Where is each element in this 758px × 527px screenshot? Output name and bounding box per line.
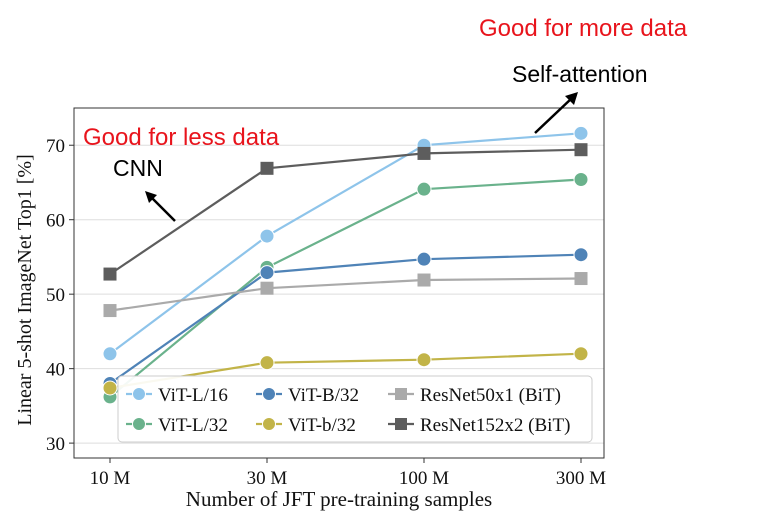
cnn-arrow-head xyxy=(145,191,157,203)
data-point-vit-l-32 xyxy=(416,181,432,197)
x-tick-label: 100 M xyxy=(399,468,449,489)
series-line-vit-b-32 xyxy=(109,253,582,385)
legend-marker xyxy=(132,417,146,431)
legend-marker xyxy=(262,417,276,431)
data-point-resnet50x1-bit xyxy=(417,273,431,287)
self-attention-arrow xyxy=(534,97,573,134)
series-line-resnet152x2-bit xyxy=(109,148,582,276)
legend-label: ViT-b/32 xyxy=(288,415,356,436)
legend-marker xyxy=(395,388,407,400)
legend-label: ViT-L/32 xyxy=(158,415,228,436)
annotation-more-data: Good for more data xyxy=(479,15,688,42)
y-tick-label: 70 xyxy=(46,136,65,157)
annotation-cnn: CNN xyxy=(113,155,163,181)
data-point-vit-b-32 xyxy=(573,346,589,362)
y-tick-label: 50 xyxy=(46,285,65,306)
data-point-vit-l-16 xyxy=(102,346,118,362)
x-tick-label: 300 M xyxy=(556,468,606,489)
legend-marker xyxy=(132,387,146,401)
data-point-vit-l-16 xyxy=(259,228,275,244)
data-point-resnet152x2-bit xyxy=(574,143,588,157)
y-tick-label: 40 xyxy=(46,360,65,381)
annotation-less-data: Good for less data xyxy=(83,124,280,151)
y-axis-ticks: 30 40 50 60 70 xyxy=(46,136,74,455)
legend-label: ResNet152x2 (BiT) xyxy=(420,415,570,436)
annotations: Good for less data CNN Good for more dat… xyxy=(83,15,688,222)
x-tick-label: 10 M xyxy=(90,468,131,489)
series-line-vit-l-32 xyxy=(109,178,582,398)
data-point-vit-l-16 xyxy=(573,125,589,141)
data-point-vit-l-32 xyxy=(573,171,589,187)
data-point-vit-b-32 xyxy=(102,380,118,396)
data-point-resnet50x1-bit xyxy=(260,281,274,295)
x-axis-ticks: 10 M 30 M 100 M 300 M xyxy=(90,458,606,489)
x-axis-label: Number of JFT pre-training samples xyxy=(186,487,492,511)
data-point-vit-b-32 xyxy=(259,355,275,371)
legend-box xyxy=(117,375,593,443)
grid-lines xyxy=(74,144,604,444)
legend-marker xyxy=(262,387,276,401)
annotation-self-attention: Self-attention xyxy=(512,61,648,87)
data-point-resnet152x2-bit xyxy=(417,146,431,160)
series-lines xyxy=(102,125,589,405)
y-axis-label: Linear 5-shot ImageNet Top1 [%] xyxy=(14,154,36,425)
legend: ViT-L/16 ViT-B/32 ResNet50x1 (BiT) ViT-L/32… xyxy=(117,375,593,443)
data-point-vit-b-32 xyxy=(416,251,432,267)
data-point-resnet50x1-bit xyxy=(103,304,117,318)
data-point-resnet50x1-bit xyxy=(574,272,588,286)
legend-marker xyxy=(395,418,407,430)
legend-label: ResNet50x1 (BiT) xyxy=(420,385,561,406)
self-attention-arrow-head xyxy=(565,92,578,105)
series-line-vit-b-32 xyxy=(109,352,582,390)
data-point-vit-b-32 xyxy=(573,247,589,263)
legend-label: ViT-B/32 xyxy=(288,385,359,406)
y-tick-label: 30 xyxy=(46,434,65,455)
x-tick-label: 30 M xyxy=(247,468,288,489)
data-point-resnet152x2-bit xyxy=(260,161,274,175)
series-line-vit-l-16 xyxy=(109,132,582,355)
y-tick-label: 60 xyxy=(46,211,65,232)
plot-frame xyxy=(73,107,605,459)
cnn-arrow xyxy=(149,195,176,222)
series-line-resnet50x1-bit xyxy=(109,277,582,312)
data-point-vit-b-32 xyxy=(259,265,275,281)
data-point-resnet152x2-bit xyxy=(103,267,117,281)
data-point-vit-b-32 xyxy=(416,352,432,368)
legend-label: ViT-L/16 xyxy=(158,385,228,406)
